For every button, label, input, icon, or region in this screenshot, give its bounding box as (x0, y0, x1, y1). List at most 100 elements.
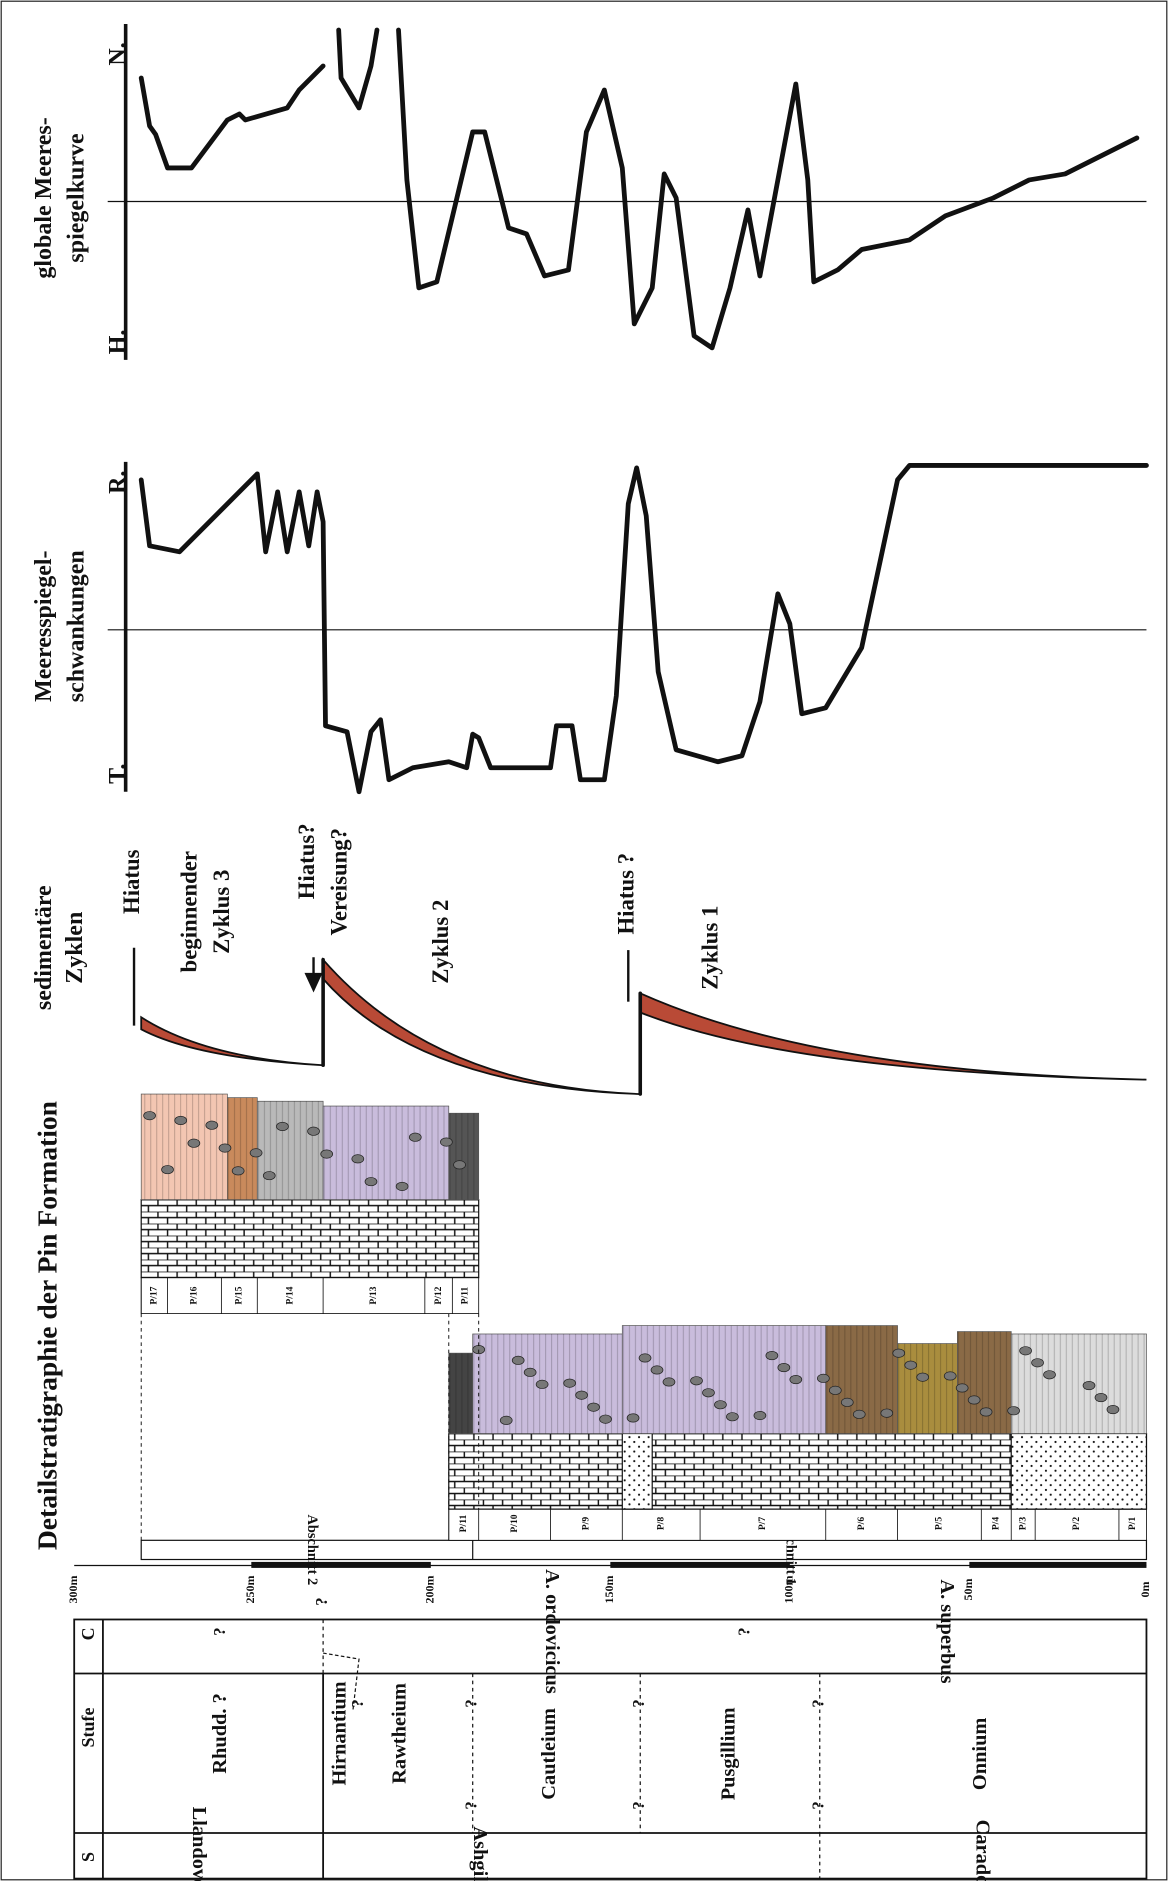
header: Stufe (78, 1707, 98, 1747)
scale-bar (610, 1562, 790, 1568)
fossil (1008, 1407, 1020, 1415)
series: Caradoc (972, 1820, 994, 1881)
cycle-label: beginnender (177, 851, 202, 973)
bed-label: P/13 (368, 1286, 379, 1304)
global-curve (141, 66, 323, 168)
bed-label: P/6 (856, 1517, 867, 1531)
title: Detailstratigraphie der Pin Formation (32, 1101, 63, 1550)
query: ? (629, 1699, 648, 1707)
cycle-label: Zyklus 3 (209, 870, 234, 954)
scale-label: 150m (602, 1575, 616, 1603)
fossil (321, 1150, 333, 1158)
fossil (790, 1375, 802, 1383)
bed-label: P/3 (1017, 1517, 1028, 1531)
cycle-label: Hiatus (119, 849, 144, 914)
bed-label: P/10 (509, 1514, 520, 1532)
global-curve (339, 30, 377, 108)
column-title: globale Meeres- (31, 117, 57, 278)
cycle-label: Hiatus ? (614, 853, 639, 935)
texture (141, 1094, 227, 1200)
cycle-label: Zyklus 1 (697, 906, 722, 990)
query: ? (462, 1699, 481, 1707)
figure: Detailstratigraphie der Pin Formation S St… (0, 0, 1168, 1881)
query: ? (462, 1801, 481, 1809)
header: S (78, 1852, 98, 1862)
fossil (144, 1111, 156, 1119)
query: ? (809, 1699, 828, 1707)
column-title: sedimentäre (31, 885, 57, 1010)
fossil (512, 1356, 524, 1364)
fossil (409, 1133, 421, 1141)
header: C (78, 1627, 98, 1640)
fossil (500, 1416, 512, 1424)
fossil (352, 1155, 364, 1163)
fossil (564, 1379, 576, 1387)
global-curve (399, 30, 1137, 348)
bed-label: P/11 (458, 1515, 469, 1533)
zone: A. ordovicicus (541, 1569, 563, 1694)
fossil (219, 1144, 231, 1152)
fossil (905, 1361, 917, 1369)
texture (257, 1101, 323, 1199)
fossil (396, 1182, 408, 1190)
fossil (778, 1363, 790, 1371)
cycle-wedge (640, 993, 1146, 1079)
query: ? (809, 1801, 828, 1809)
fossil (600, 1415, 612, 1423)
texture (449, 1353, 473, 1433)
bed-label: P/17 (149, 1286, 160, 1304)
query: ? (629, 1801, 648, 1809)
fossil (1083, 1381, 1095, 1389)
scale-label: 0m (1138, 1581, 1152, 1597)
fossil (766, 1351, 778, 1359)
fossil (917, 1373, 929, 1381)
query: ? (734, 1627, 753, 1635)
fossil (714, 1401, 726, 1409)
texture (898, 1344, 958, 1434)
texture (1011, 1334, 1146, 1434)
fossil (881, 1409, 893, 1417)
fossil (440, 1138, 452, 1146)
fossil (968, 1396, 980, 1404)
fossil (980, 1408, 992, 1416)
fossil (1044, 1371, 1056, 1379)
zone: A. superbus (936, 1579, 958, 1683)
fossil (702, 1389, 714, 1397)
fossil (893, 1349, 905, 1357)
fossil (276, 1122, 288, 1130)
fossil (944, 1372, 956, 1380)
scale-bar (251, 1562, 431, 1568)
stage: Onnium (969, 1718, 991, 1791)
query: ? (348, 1699, 367, 1707)
fossil (175, 1116, 187, 1124)
fossil (206, 1121, 218, 1129)
bed-label: P/9 (581, 1517, 592, 1531)
scale-label: 200m (423, 1575, 437, 1603)
cycle-label: Vereisung? (326, 828, 351, 936)
fossil (454, 1161, 466, 1169)
axis-end: H. (105, 330, 131, 355)
bed-label: P/4 (990, 1517, 1001, 1531)
fossil (754, 1411, 766, 1419)
fossil (588, 1403, 600, 1411)
fossil (841, 1398, 853, 1406)
stage: Hirnantium (329, 1681, 351, 1785)
fossil (1107, 1405, 1119, 1413)
scale-label: 50m (961, 1578, 975, 1600)
bed-label: P/7 (757, 1517, 768, 1531)
fossil (232, 1167, 244, 1175)
lithology (141, 1200, 478, 1278)
texture (323, 1106, 449, 1200)
bed-label: P/12 (433, 1286, 444, 1304)
scale-label: 300m (66, 1575, 80, 1603)
axis-end: R. (105, 471, 131, 494)
fossil (162, 1165, 174, 1173)
stage: Rawtheium (389, 1683, 411, 1784)
fossil (250, 1149, 262, 1157)
stage: Cautleium (538, 1708, 560, 1800)
fossil (639, 1354, 651, 1362)
fossil (853, 1410, 865, 1418)
bed-label: P/11 (460, 1287, 471, 1305)
section: Abschnitt 2 (304, 1515, 320, 1586)
bed-label: P/1 (1127, 1517, 1138, 1531)
